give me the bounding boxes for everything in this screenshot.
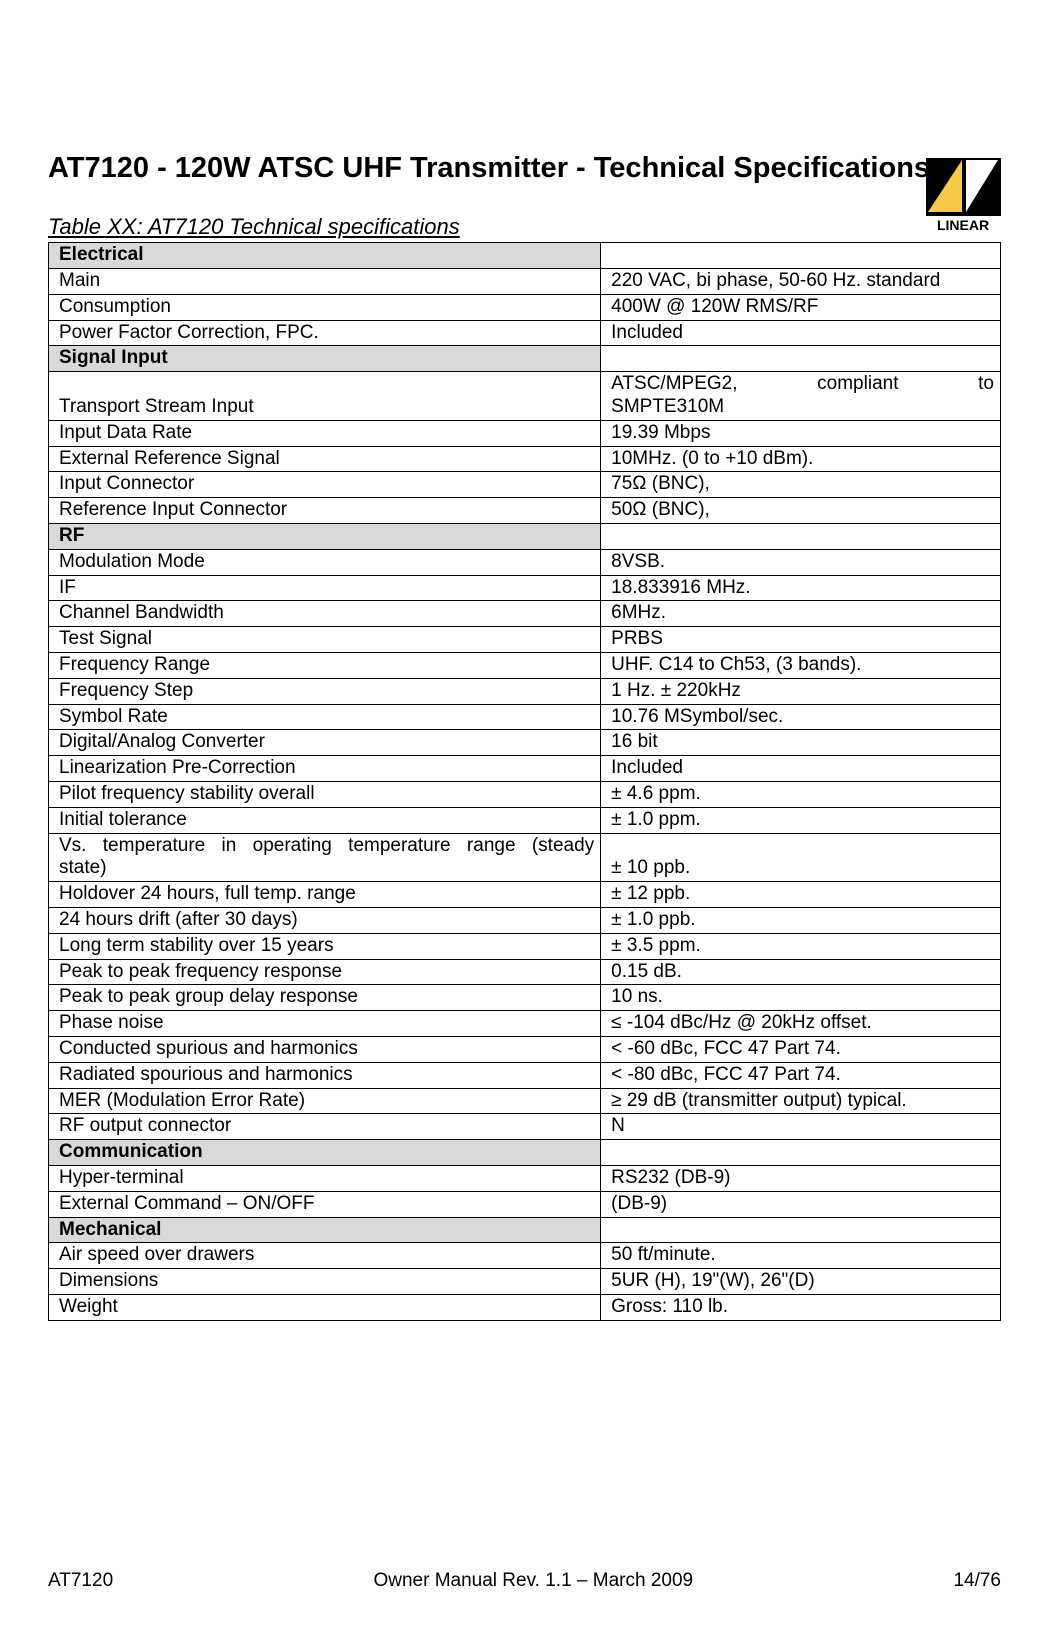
spec-label: Input Connector: [49, 472, 601, 498]
spec-value: 18.833916 MHz.: [601, 575, 1001, 601]
section-header-empty: [601, 524, 1001, 550]
spec-value: 75Ω (BNC),: [601, 472, 1001, 498]
spec-label: Air speed over drawers: [49, 1243, 601, 1269]
spec-value: 6MHz.: [601, 601, 1001, 627]
spec-label: Hyper-terminal: [49, 1165, 601, 1191]
logo-text: LINEAR: [937, 217, 989, 233]
spec-value: (DB-9): [601, 1191, 1001, 1217]
section-header-empty: [601, 346, 1001, 372]
spec-value: 50 ft/minute.: [601, 1243, 1001, 1269]
spec-value: 19.39 Mbps: [601, 420, 1001, 446]
spec-value: ≥ 29 dB (transmitter output) typical.: [601, 1088, 1001, 1114]
spec-value: ± 1.0 ppm.: [601, 807, 1001, 833]
spec-label: Initial tolerance: [49, 807, 601, 833]
spec-label: Frequency Range: [49, 653, 601, 679]
spec-value: < -60 dBc, FCC 47 Part 74.: [601, 1036, 1001, 1062]
spec-label: Vs. temperature in operating temperature…: [49, 833, 601, 882]
page-title: AT7120 - 120W ATSC UHF Transmitter - Tec…: [48, 150, 1001, 186]
spec-label: Consumption: [49, 294, 601, 320]
spec-label: Symbol Rate: [49, 704, 601, 730]
spec-label: Weight: [49, 1294, 601, 1320]
spec-value: 1 Hz. ± 220kHz: [601, 678, 1001, 704]
spec-label: Dimensions: [49, 1269, 601, 1295]
spec-label: Frequency Step: [49, 678, 601, 704]
spec-label: RF output connector: [49, 1114, 601, 1140]
section-header: RF: [49, 524, 601, 550]
spec-value: ± 10 ppb.: [601, 833, 1001, 882]
spec-label: Conducted spurious and harmonics: [49, 1036, 601, 1062]
section-header-empty: [601, 243, 1001, 269]
spec-value: ATSC/MPEG2, compliant toSMPTE310M: [601, 372, 1001, 421]
spec-value: PRBS: [601, 627, 1001, 653]
spec-value: Included: [601, 756, 1001, 782]
spec-label: Power Factor Correction, FPC.: [49, 320, 601, 346]
spec-label: Long term stability over 15 years: [49, 933, 601, 959]
spec-value: 220 VAC, bi phase, 50-60 Hz. standard: [601, 269, 1001, 295]
spec-value: 5UR (H), 19"(W), 26"(D): [601, 1269, 1001, 1295]
footer-left: AT7120: [48, 1570, 113, 1592]
page-footer: AT7120 Owner Manual Rev. 1.1 – March 200…: [48, 1570, 1001, 1592]
spec-value: 10 ns.: [601, 985, 1001, 1011]
linear-logo: LINEAR: [926, 158, 1001, 233]
spec-label: Transport Stream Input: [49, 372, 601, 421]
spec-label: Phase noise: [49, 1011, 601, 1037]
spec-value: ± 1.0 ppb.: [601, 907, 1001, 933]
spec-value: 10.76 MSymbol/sec.: [601, 704, 1001, 730]
footer-right: 14/76: [953, 1570, 1001, 1592]
spec-label: External Reference Signal: [49, 446, 601, 472]
spec-value: RS232 (DB-9): [601, 1165, 1001, 1191]
spec-value: 8VSB.: [601, 549, 1001, 575]
spec-value: 50Ω (BNC),: [601, 498, 1001, 524]
spec-label: IF: [49, 575, 601, 601]
spec-label: Reference Input Connector: [49, 498, 601, 524]
spec-label: Main: [49, 269, 601, 295]
spec-label: Peak to peak group delay response: [49, 985, 601, 1011]
spec-label: Digital/Analog Converter: [49, 730, 601, 756]
section-header-empty: [601, 1140, 1001, 1166]
spec-value: ± 4.6 ppm.: [601, 781, 1001, 807]
spec-label: External Command – ON/OFF: [49, 1191, 601, 1217]
spec-label: Pilot frequency stability overall: [49, 781, 601, 807]
spec-value: < -80 dBc, FCC 47 Part 74.: [601, 1062, 1001, 1088]
spec-value: ± 12 ppb.: [601, 882, 1001, 908]
section-header: Signal Input: [49, 346, 601, 372]
spec-value: ± 3.5 ppm.: [601, 933, 1001, 959]
section-header: Communication: [49, 1140, 601, 1166]
section-header: Electrical: [49, 243, 601, 269]
spec-label: Modulation Mode: [49, 549, 601, 575]
footer-center: Owner Manual Rev. 1.1 – March 2009: [373, 1570, 693, 1592]
spec-label: Peak to peak frequency response: [49, 959, 601, 985]
spec-value: 0.15 dB.: [601, 959, 1001, 985]
spec-label: 24 hours drift (after 30 days): [49, 907, 601, 933]
spec-label: Input Data Rate: [49, 420, 601, 446]
spec-label: Linearization Pre-Correction: [49, 756, 601, 782]
table-caption: Table XX: AT7120 Technical specification…: [48, 214, 1001, 240]
spec-value: Included: [601, 320, 1001, 346]
spec-label: Test Signal: [49, 627, 601, 653]
section-header-empty: [601, 1217, 1001, 1243]
spec-value: Gross: 110 lb.: [601, 1294, 1001, 1320]
spec-value: 16 bit: [601, 730, 1001, 756]
spec-value: UHF. C14 to Ch53, (3 bands).: [601, 653, 1001, 679]
spec-label: MER (Modulation Error Rate): [49, 1088, 601, 1114]
spec-table: ElectricalMain220 VAC, bi phase, 50-60 H…: [48, 242, 1001, 1320]
page: LINEAR AT7120 - 120W ATSC UHF Transmitte…: [0, 150, 1049, 1640]
spec-value: 400W @ 120W RMS/RF: [601, 294, 1001, 320]
spec-label: Channel Bandwidth: [49, 601, 601, 627]
spec-value: N: [601, 1114, 1001, 1140]
section-header: Mechanical: [49, 1217, 601, 1243]
spec-value: 10MHz. (0 to +10 dBm).: [601, 446, 1001, 472]
spec-label: Radiated spourious and harmonics: [49, 1062, 601, 1088]
spec-label: Holdover 24 hours, full temp. range: [49, 882, 601, 908]
spec-value: ≤ -104 dBc/Hz @ 20kHz offset.: [601, 1011, 1001, 1037]
